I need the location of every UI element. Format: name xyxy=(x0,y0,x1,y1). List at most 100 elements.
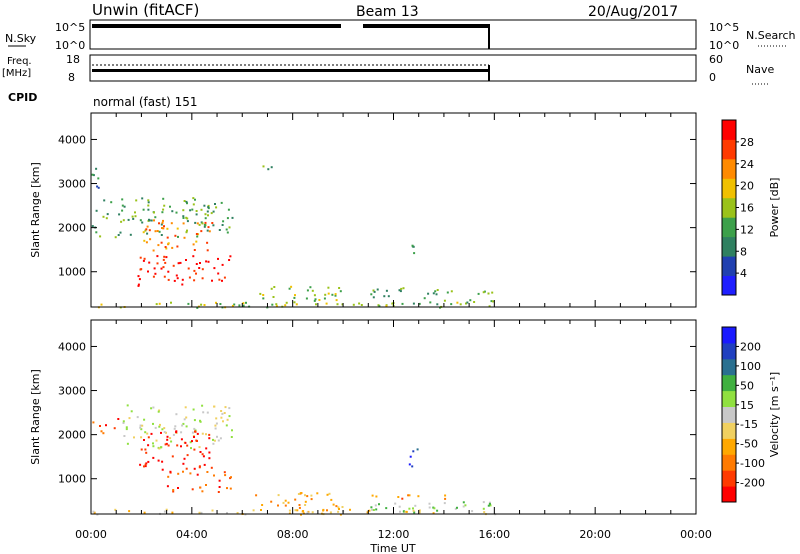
power-panel: 1000 2000 3000 4000 Slant Range [km] xyxy=(29,112,697,309)
scatter-cell xyxy=(139,463,142,466)
colorbar-tick-label: 24 xyxy=(740,158,754,171)
scatter-cell xyxy=(147,219,150,222)
scatter-cell xyxy=(200,208,203,211)
scatter-cell xyxy=(160,241,163,244)
scatter-cell xyxy=(100,430,103,433)
colorbar-label: Velocity [m s⁻¹] xyxy=(768,372,781,457)
scatter-cell xyxy=(140,436,143,439)
scatter-cell xyxy=(105,217,108,220)
freq-tick-bottom: 8 xyxy=(68,71,75,84)
colorbar-swatch xyxy=(722,406,736,423)
scatter-cell xyxy=(407,494,410,497)
scatter-cell xyxy=(215,422,218,425)
scatter-cell xyxy=(418,511,421,514)
scatter-cell xyxy=(143,239,146,242)
scatter-cell xyxy=(148,218,150,221)
scatter-cell xyxy=(262,294,265,296)
scatter-cell xyxy=(174,425,177,428)
scatter-cell xyxy=(198,511,201,514)
scatter-cell xyxy=(456,506,458,509)
y-tick-label: 4000 xyxy=(58,340,86,353)
scatter-cell xyxy=(213,405,216,408)
scatter-cell xyxy=(201,404,204,407)
scatter-cell xyxy=(339,290,342,293)
colorbar-swatch xyxy=(722,275,736,296)
scatter-cell xyxy=(488,305,491,308)
scatter-cell xyxy=(372,296,375,299)
scatter-cell xyxy=(221,263,224,266)
scatter-cell xyxy=(212,438,214,441)
scatter-cell xyxy=(177,487,179,489)
scatter-cell xyxy=(238,304,241,307)
scatter-cell xyxy=(132,217,135,220)
scatter-cell xyxy=(99,235,102,238)
scatter-cell xyxy=(196,473,199,476)
scatter-cell xyxy=(315,303,317,306)
scatter-cell xyxy=(226,217,229,220)
scatter-cell xyxy=(413,252,416,255)
scatter-cell xyxy=(180,431,183,434)
colorbar-swatch xyxy=(722,327,736,344)
scatter-cell xyxy=(432,512,435,515)
scatter-cell xyxy=(329,511,332,514)
scatter-cell xyxy=(123,205,126,208)
scatter-cell xyxy=(121,204,124,207)
scatter-cell xyxy=(416,448,419,451)
scatter-cell xyxy=(186,229,188,232)
scatter-cell xyxy=(184,441,187,444)
scatter-cell xyxy=(217,439,220,442)
y-tick-label: 3000 xyxy=(58,178,86,191)
scatter-cell xyxy=(288,287,291,290)
scatter-cell xyxy=(490,300,493,303)
scatter-cell xyxy=(169,437,172,440)
scatter-cell xyxy=(216,435,218,438)
scatter-cell xyxy=(204,221,207,224)
scatter-cell xyxy=(324,293,327,296)
scatter-cell xyxy=(186,202,188,205)
scatter-cell xyxy=(310,498,313,501)
scatter-cell xyxy=(488,502,491,505)
scatter-cell xyxy=(288,509,291,512)
scatter-cell xyxy=(163,431,166,434)
scatter-cell xyxy=(160,267,163,270)
nsky-tick-bottom: 10^0 xyxy=(55,39,85,52)
scatter-cell xyxy=(206,249,209,252)
scatter-cell xyxy=(171,511,174,514)
scatter-cell xyxy=(177,472,180,475)
scatter-cell xyxy=(210,466,213,469)
scatter-cell xyxy=(372,289,375,292)
scatter-cell xyxy=(213,267,216,270)
colorbar-tick-label: 200 xyxy=(740,340,761,353)
scatter-cell xyxy=(226,231,229,234)
scatter-cell xyxy=(154,272,157,275)
colorbar-swatch xyxy=(722,158,736,179)
scatter-cell xyxy=(222,220,225,223)
scatter-cell xyxy=(446,291,449,294)
cpid-value: normal (fast) 151 xyxy=(93,95,197,109)
scatter-cell xyxy=(192,255,195,258)
scatter-cell xyxy=(338,508,340,510)
scatter-cell xyxy=(207,204,210,207)
scatter-cell xyxy=(150,219,153,222)
scatter-cell xyxy=(376,288,379,291)
scatter-cell xyxy=(231,304,234,307)
scatter-cell xyxy=(205,484,207,486)
colorbar-tick-label: 100 xyxy=(740,360,761,373)
scatter-cell xyxy=(161,221,164,224)
scatter-cell xyxy=(371,494,374,497)
scatter-cell xyxy=(144,448,147,451)
scatter-cell xyxy=(157,410,160,413)
scatter-cell xyxy=(193,419,196,422)
scatter-cell xyxy=(91,173,94,176)
scatter-cell xyxy=(182,217,185,219)
x-tick-label: 04:00 xyxy=(176,528,208,541)
scatter-cell xyxy=(182,209,185,212)
scatter-cell xyxy=(152,445,155,448)
scatter-cell xyxy=(183,457,186,460)
scatter-cell xyxy=(134,215,137,218)
scatter-cell xyxy=(473,301,476,303)
scatter-cell xyxy=(140,428,143,431)
scatter-cell xyxy=(164,443,167,446)
colorbar-swatch xyxy=(722,374,736,392)
scatter-cell xyxy=(306,495,309,498)
